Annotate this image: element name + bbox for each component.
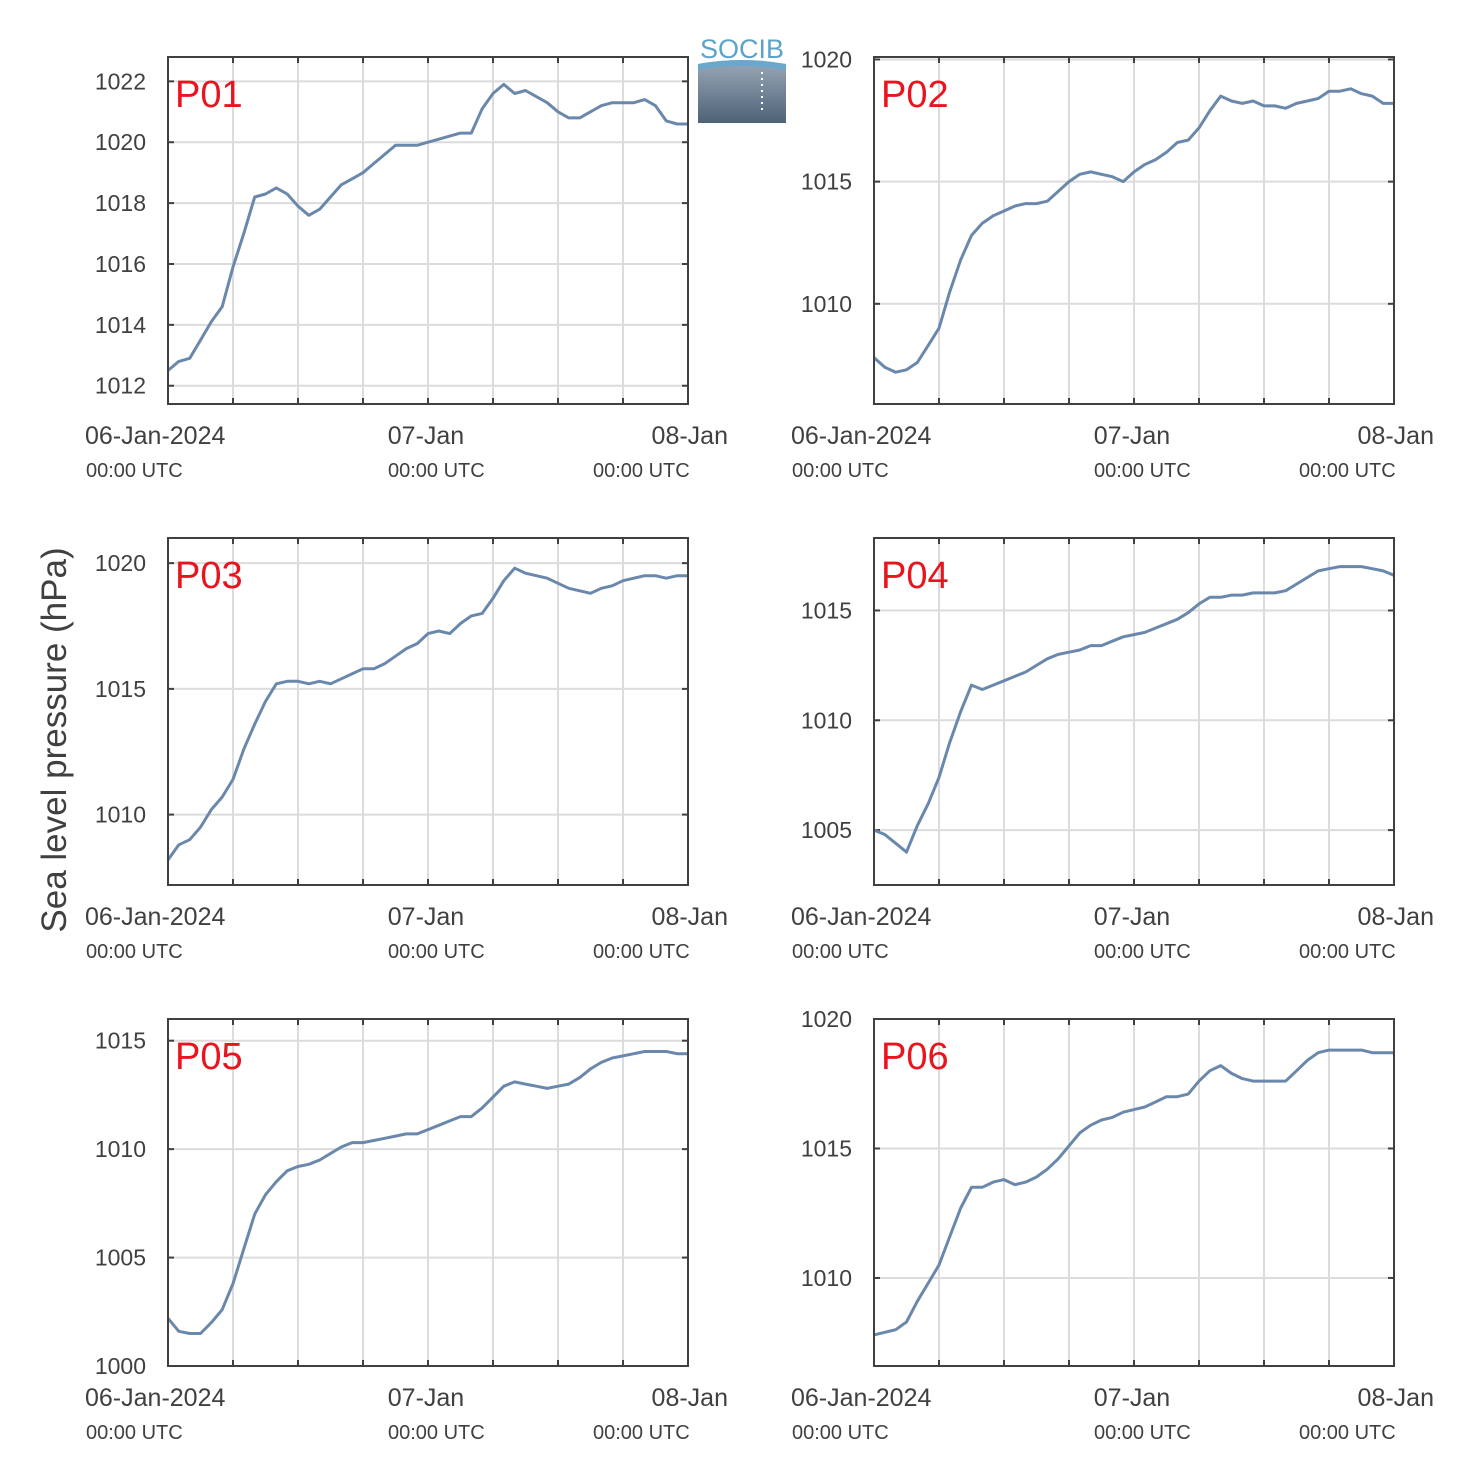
series-line [166,566,688,861]
y-tick-label: 1005 [95,1245,146,1271]
x-tick-label: 06-Jan-2024 [791,422,931,450]
series-line [167,82,688,372]
panel-label: P04 [881,555,949,597]
x-tick-sublabel: 00:00 UTC [86,941,183,963]
x-tick-sublabel: 00:00 UTC [792,1422,889,1444]
panel-p05: 1000 1005 1010 1015 P05 06-Jan-2024 00:00 UTC 0… [85,1018,728,1444]
plot-frame [873,537,1395,886]
y-tick-label: 1005 [801,817,852,843]
panel-p02: 1010 1015 1020 P02 06-Jan-2024 00:00 UTC 07-Ja… [791,46,1434,482]
y-tick-label: 1020 [95,550,146,576]
plot-frame [167,1018,689,1367]
panel-label: P03 [175,555,243,597]
y-tick-label: 1015 [95,676,146,702]
x-tick-label: 06-Jan-2024 [85,1384,225,1412]
y-tick-label: 1010 [801,1265,852,1291]
panel-label: P01 [175,74,243,116]
x-tick-sublabel: 00:00 UTC [1094,941,1191,963]
series-line [872,87,1394,374]
x-tick-sublabel: 00:00 UTC [1299,1422,1396,1444]
x-tick-label: 06-Jan-2024 [791,1384,931,1412]
y-tick-label: 1018 [95,190,146,216]
x-tick-sublabel: 00:00 UTC [1094,460,1191,482]
x-tick-label: 06-Jan-2024 [791,903,931,931]
y-tick-label: 1010 [801,707,852,733]
x-tick-label: 08-Jan [1358,903,1434,931]
x-tick-sublabel: 00:00 UTC [388,941,485,963]
x-tick-sublabel: 00:00 UTC [792,460,889,482]
series-line [873,1048,1394,1337]
socib-logo-wave [698,60,786,70]
x-tick-label: 07-Jan [1094,1384,1170,1412]
x-tick-label: 07-Jan [388,1384,464,1412]
socib-logo-text: SOCIB [700,34,784,64]
y-tick-label: 1020 [95,129,146,155]
panel-label: P02 [881,74,949,116]
plot-frame [873,1018,1395,1367]
panel-label: P05 [175,1036,243,1078]
x-tick-sublabel: 00:00 UTC [593,460,690,482]
x-tick-sublabel: 00:00 UTC [792,941,889,963]
x-tick-label: 06-Jan-2024 [85,422,225,450]
y-tick-label: 1010 [801,291,852,317]
plot-frame [873,56,1395,405]
y-tick-label: 1015 [801,169,852,195]
y-tick-label: 1012 [95,373,146,399]
y-tick-label: 1015 [95,1028,146,1054]
x-tick-sublabel: 00:00 UTC [86,1422,183,1444]
panel-label: P06 [881,1036,949,1078]
y-tick-label: 1022 [95,68,146,94]
y-tick-label: 1020 [801,46,852,72]
panel-p06: 1010 1015 1020 P06 06-Jan-2024 00:00 UTC 07-Ja… [791,1006,1434,1444]
x-tick-label: 07-Jan [1094,422,1170,450]
x-tick-label: 08-Jan [1358,1384,1434,1412]
x-tick-sublabel: 00:00 UTC [593,1422,690,1444]
panel-p03: 1010 1015 1020 P03 06-Jan-2024 00:00 UTC 07-Ja… [85,537,728,963]
y-axis-label: Sea level pressure (hPa) [35,547,74,932]
y-tick-label: 1016 [95,251,146,277]
x-tick-sublabel: 00:00 UTC [388,1422,485,1444]
y-tick-label: 1020 [801,1006,852,1032]
x-tick-label: 07-Jan [388,903,464,931]
y-tick-label: 1015 [801,1135,852,1161]
x-tick-sublabel: 00:00 UTC [1299,941,1396,963]
socib-logo: SOCIB [698,34,786,123]
x-tick-label: 08-Jan [1358,422,1434,450]
panel-p01: 1012 1014 1016 1018 1020 1022 P01 06-Jan-2024 00… [85,56,728,482]
x-tick-sublabel: 00:00 UTC [1094,1422,1191,1444]
plot-frame [167,56,689,405]
x-tick-label: 07-Jan [388,422,464,450]
x-tick-label: 08-Jan [652,422,728,450]
y-tick-label: 1010 [95,802,146,828]
x-tick-label: 08-Jan [652,1384,728,1412]
y-tick-label: 1015 [801,597,852,623]
x-tick-sublabel: 00:00 UTC [1299,460,1396,482]
x-tick-sublabel: 00:00 UTC [86,460,183,482]
y-tick-label: 1000 [95,1353,146,1379]
series-line [166,1050,688,1335]
x-tick-label: 06-Jan-2024 [85,903,225,931]
socib-logo-water [698,60,786,123]
x-tick-label: 08-Jan [652,903,728,931]
y-tick-label: 1010 [95,1136,146,1162]
series-line [873,565,1395,854]
plot-frame [167,537,689,886]
x-tick-label: 07-Jan [1094,903,1170,931]
x-tick-sublabel: 00:00 UTC [388,460,485,482]
y-tick-label: 1014 [95,312,146,338]
panel-p04: 1005 1010 1015 P04 06-Jan-2024 00:00 UTC 07-Ja… [791,537,1434,963]
x-tick-sublabel: 00:00 UTC [593,941,690,963]
